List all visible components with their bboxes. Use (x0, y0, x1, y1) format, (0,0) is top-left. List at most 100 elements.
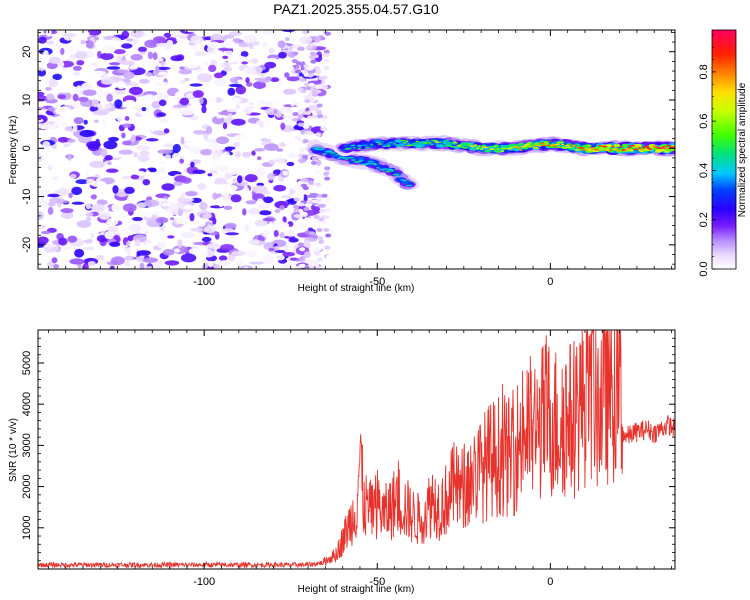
spectrogram-ridge-cell (520, 146, 527, 148)
spectrogram-cell (55, 177, 68, 187)
spectrogram-cell (192, 90, 204, 98)
spectrogram-cell (126, 197, 134, 202)
spectrogram-cell (317, 236, 324, 241)
spectrogram-ridge-cell (613, 143, 621, 148)
spectrogram-cell (262, 255, 275, 264)
spectrogram-cell (302, 139, 309, 143)
spectrogram-ridge-cell (615, 147, 619, 150)
spectrogram-cell (322, 84, 328, 89)
spectrogram-cell (48, 78, 58, 88)
snr-ytick-label: 2000 (21, 474, 33, 498)
spectrogram-cell (144, 39, 159, 48)
spectrogram-cell (297, 114, 304, 119)
spectrogram-cell (206, 44, 218, 54)
spectrogram-cell (130, 134, 136, 143)
spectrogram-ridge-cell (564, 144, 570, 147)
spectrogram-ridge-cell (395, 144, 399, 146)
spectrogram-cell (73, 117, 84, 125)
spectrogram-cell (294, 101, 301, 106)
spectrogram-cell (84, 169, 90, 177)
spectrogram-cell (141, 107, 147, 112)
spectrogram-ridge-cell (601, 145, 608, 148)
spectrogram-ridge-cell (459, 143, 463, 146)
spectrogram-ridge-cell (670, 146, 675, 148)
spectrogram-ridge-cell (360, 145, 367, 150)
spectrogram-cell (136, 145, 151, 151)
spectrogram-cell (180, 192, 185, 202)
spectrogram-cell (114, 99, 123, 109)
spectrogram-ridge-cell (357, 156, 365, 161)
spectrogram-ridge-cell (377, 143, 383, 145)
spectrogram-cell (224, 146, 236, 150)
spectrogram-cell (136, 250, 151, 256)
spectrogram-cell (190, 115, 199, 121)
spectrogram-ridge-cell (539, 142, 545, 144)
snr-xlabel: Height of straight line (km) (298, 584, 415, 595)
spectrogram-cell (76, 60, 85, 66)
spectrogram-ridge-cell (390, 169, 395, 172)
spectrogram-cell (57, 94, 66, 99)
spectrogram-ridge-cell (319, 148, 325, 151)
spectrogram-cell (130, 54, 143, 61)
spectrogram-ridge-cell (376, 167, 380, 169)
spectrogram-cell (295, 61, 302, 66)
spectrogram-ridge-cell (430, 139, 438, 142)
spectrogram-cell (279, 232, 285, 238)
spectrogram-cell (264, 118, 270, 127)
spectrogram-cell (211, 149, 223, 156)
spectrogram-cell (38, 106, 47, 111)
spectrogram-cell (324, 166, 331, 171)
spectrogram-ridge-cell (663, 147, 670, 150)
spectrogram-cell (152, 130, 165, 136)
spectrogram-cell (243, 34, 258, 43)
spectrogram-cell (55, 209, 62, 215)
spectrogram-ridge-cell (337, 157, 341, 159)
spectrogram-cell (161, 183, 175, 191)
spectrogram-ridge-cell (611, 145, 615, 148)
spectrogram-cell (324, 245, 331, 250)
spectrogram-cell (222, 34, 235, 39)
spectrogram-cell (73, 72, 81, 76)
spectrogram-cell (251, 150, 256, 156)
spectrogram-cell (176, 61, 191, 67)
colorbar-frame (711, 29, 737, 270)
spectrogram-cell (234, 151, 241, 158)
spectrogram-cell (142, 179, 151, 186)
spectrogram-cell (224, 99, 229, 108)
spectrogram-ridge-cell (342, 146, 347, 148)
colorbar-tick-label: 0.8 (698, 64, 710, 79)
snr-frame (37, 329, 676, 570)
spectrogram-cell (82, 89, 97, 96)
spectrogram-cell (57, 88, 71, 94)
spectrogram-cell (186, 64, 199, 69)
spectrogram-cell (254, 148, 266, 152)
spectrogram-cell (91, 98, 99, 108)
spectrogram-cell (229, 61, 239, 65)
spectrogram-cell (315, 182, 322, 187)
spectrogram-cell (303, 239, 310, 248)
colorbar-tick-label: 0.4 (698, 163, 710, 178)
spectrogram-cell (184, 262, 193, 269)
spectrogram-cell (134, 239, 142, 247)
spectrogram-cell (202, 249, 215, 258)
spectrogram-ridge-cell (379, 141, 385, 143)
spectrogram-cell (121, 43, 133, 49)
spectrogram-cell (280, 195, 292, 199)
spectrogram-cell (208, 64, 217, 72)
spectrogram-cell (303, 64, 310, 69)
spectrogram-cell (249, 43, 254, 49)
spectrogram-ridge-cell (365, 162, 372, 165)
spectrogram-cell (60, 208, 74, 214)
spectrogram-cell (244, 137, 249, 143)
spectrogram-ridge-cell (415, 144, 424, 148)
spectrogram-cell (116, 80, 126, 90)
spectrogram-cell (80, 39, 86, 45)
spectrogram-cell (286, 76, 300, 82)
spectrogram-cell (106, 218, 119, 226)
spectrogram-cell (237, 175, 243, 184)
spectrogram-cell (64, 45, 80, 52)
spectrogram-cell (130, 32, 147, 37)
spectrogram-cell (325, 233, 332, 238)
spectrogram-ridge-cell (358, 159, 364, 162)
spectrogram-cell (122, 140, 132, 146)
